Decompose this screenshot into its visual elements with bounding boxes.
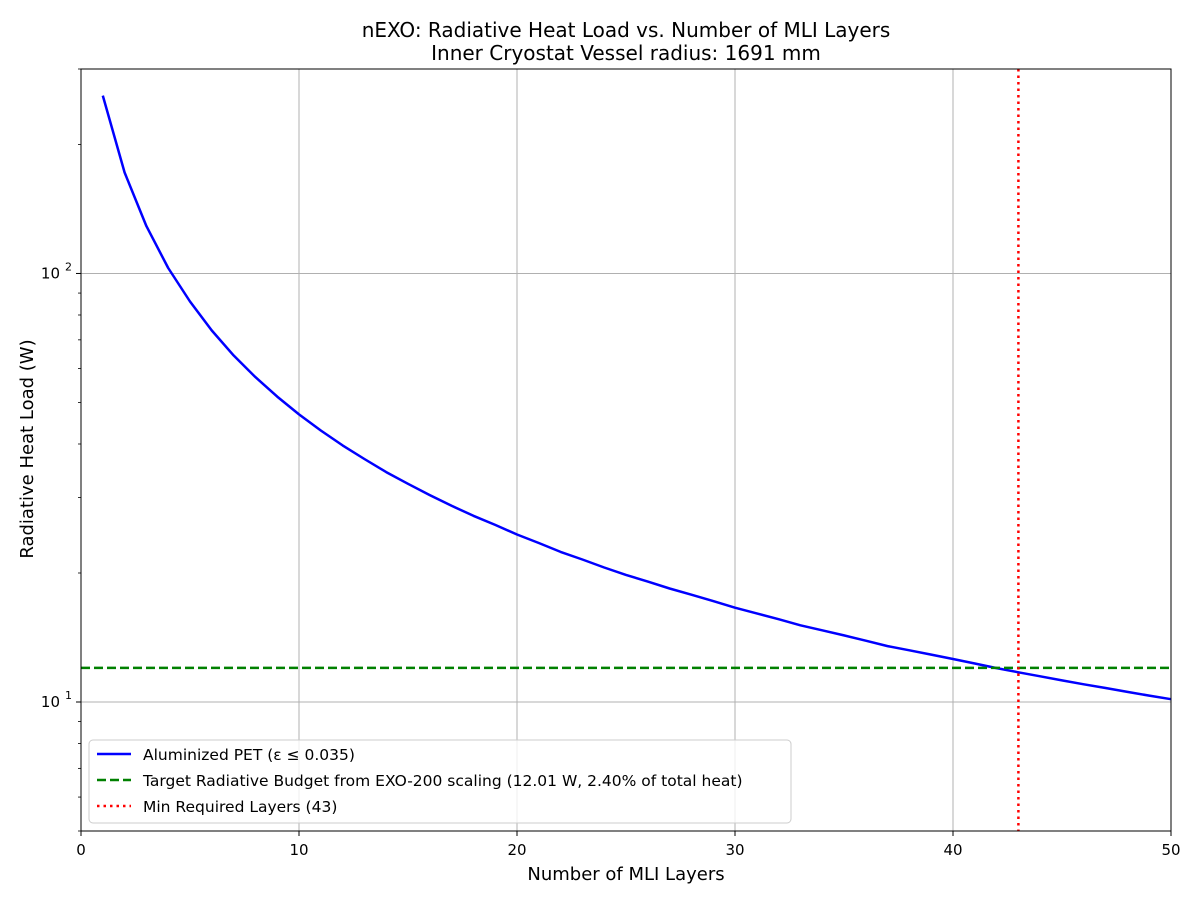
y-tick-exponent-100: 2 <box>65 260 72 273</box>
x-tick-label-20: 20 <box>507 841 526 859</box>
x-axis-label: Number of MLI Layers <box>527 864 724 885</box>
y-tick-label-100: 10 <box>41 264 60 282</box>
chart-title: nEXO: Radiative Heat Load vs. Number of … <box>362 18 891 42</box>
legend: Aluminized PET (ε ≤ 0.035) Target Radiat… <box>89 740 791 823</box>
legend-label-aluminized-pet: Aluminized PET (ε ≤ 0.035) <box>143 746 355 764</box>
legend-label-min-layers: Min Required Layers (43) <box>143 798 337 816</box>
y-axis-label: Radiative Heat Load (W) <box>17 339 38 558</box>
x-tick-label-10: 10 <box>289 841 308 859</box>
x-tick-label-40: 40 <box>943 841 962 859</box>
x-tick-label-50: 50 <box>1161 841 1180 859</box>
legend-label-target-budget: Target Radiative Budget from EXO-200 sca… <box>142 772 743 790</box>
x-tick-label-0: 0 <box>76 841 86 859</box>
x-tick-label-30: 30 <box>725 841 744 859</box>
chart-subtitle: Inner Cryostat Vessel radius: 1691 mm <box>431 41 821 65</box>
y-tick-exponent-10: 1 <box>65 689 72 702</box>
y-tick-label-10: 10 <box>41 693 60 711</box>
